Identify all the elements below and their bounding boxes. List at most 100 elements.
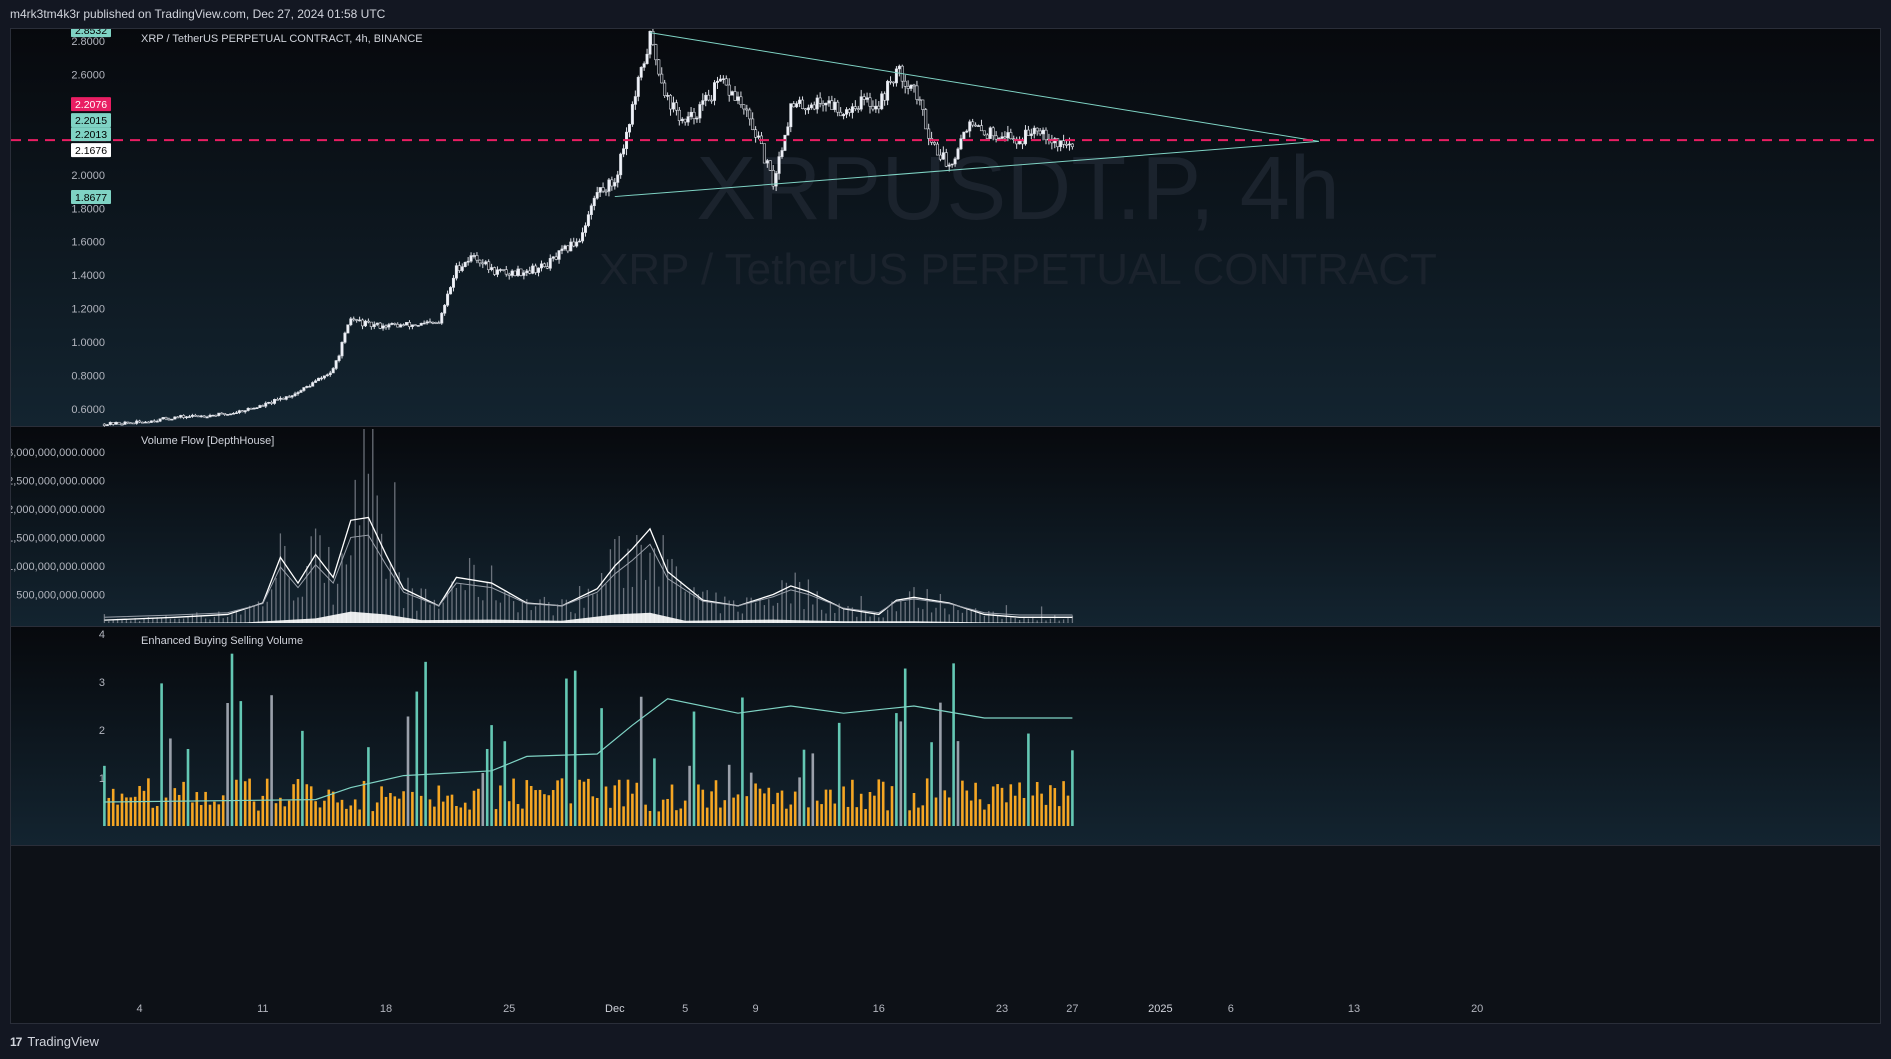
buy-sell-bar — [389, 792, 392, 826]
candle-body — [443, 304, 447, 314]
buy-sell-bar — [1018, 782, 1021, 826]
candle-body — [636, 77, 640, 97]
buy-sell-bar — [213, 801, 216, 826]
buy-sell-bar — [780, 790, 784, 826]
buy-sell-bar — [235, 779, 238, 826]
candle-body — [707, 94, 711, 101]
price-tick-label: 1.2000 — [71, 304, 105, 316]
buy-sell-bar — [732, 797, 735, 826]
candle-body — [586, 214, 590, 226]
candle-body — [871, 105, 875, 110]
candle-body — [548, 258, 552, 269]
candle-body — [924, 109, 928, 130]
candle-body — [698, 104, 702, 119]
candle-body — [1038, 130, 1042, 135]
candle-body — [387, 324, 391, 328]
buy-sell-bar — [499, 785, 502, 826]
candle-body — [226, 414, 230, 416]
buy-sell-bar — [424, 661, 427, 826]
buy-sell-bar — [679, 808, 683, 826]
candle-body — [974, 124, 978, 127]
candle-body — [780, 150, 784, 157]
chart-canvas[interactable]: XRPUSDT.P, 4h XRP / TetherUS PERPETUAL C… — [7, 23, 1880, 1023]
buy-sell-bar — [556, 780, 559, 826]
footer-brand[interactable]: 17 TradingView — [10, 1030, 99, 1054]
candle-body — [551, 256, 555, 259]
candle-body — [331, 368, 335, 374]
candle-body — [927, 128, 931, 139]
buy-sell-bar — [314, 801, 317, 826]
candle-body — [742, 104, 746, 110]
candle-body — [231, 412, 235, 415]
candle-body — [135, 420, 139, 424]
candle-body — [610, 179, 614, 187]
buy-sell-title[interactable]: Enhanced Buying Selling Volume — [141, 635, 303, 647]
buy-sell-bar — [890, 786, 894, 826]
candle-body — [950, 163, 954, 166]
candle-body — [821, 103, 825, 106]
buy-sell-bar — [147, 778, 150, 826]
candle-body — [777, 156, 781, 174]
candle-body — [507, 273, 511, 276]
buy-sell-bar — [305, 784, 309, 826]
candle-body — [102, 423, 106, 426]
buy-sell-bar — [771, 804, 775, 826]
candle-body — [786, 126, 790, 136]
buy-sell-bar — [485, 748, 489, 826]
buy-sell-bar — [631, 793, 634, 826]
buy-sell-bar — [441, 801, 445, 826]
candle-body — [396, 324, 400, 328]
buy-sell-bar — [613, 785, 617, 826]
buy-sell-bar — [173, 788, 177, 826]
candle-body — [487, 261, 491, 270]
buy-sell-bar — [837, 722, 841, 826]
candle-body — [830, 100, 834, 110]
buy-sell-bar — [714, 780, 718, 826]
candle-body — [275, 399, 279, 401]
candle-body — [563, 245, 567, 250]
candle-body — [372, 324, 376, 327]
buy-sell-bar — [591, 796, 595, 826]
chart-frame[interactable]: XRPUSDT.P, 4h XRP / TetherUS PERPETUAL C… — [7, 23, 1881, 1024]
buy-sell-bar — [516, 804, 520, 826]
price-tick-label: 1.6000 — [71, 237, 105, 249]
candle-body — [947, 164, 951, 167]
candle-body — [748, 109, 752, 120]
candle-body — [513, 270, 517, 276]
candle-body — [903, 80, 907, 87]
candle-body — [1032, 127, 1036, 135]
candle-body — [771, 170, 775, 187]
buy-sell-bar — [578, 779, 581, 826]
buy-sell-bar — [622, 806, 625, 826]
buy-sell-bar — [899, 721, 903, 826]
buy-sell-bar — [182, 781, 185, 826]
buy-sell-bar — [287, 800, 291, 826]
candle-body — [1006, 132, 1010, 139]
buy-sell-bar — [490, 725, 493, 826]
buy-sell-bar — [217, 804, 221, 826]
candle-body — [369, 321, 373, 327]
buy-sell-bar — [252, 801, 256, 826]
buy-sell-bar — [1031, 795, 1035, 826]
buy-sell-bar — [600, 708, 603, 826]
buy-sell-bar — [991, 786, 995, 826]
candle-body — [1065, 144, 1069, 146]
buy-sell-bar — [965, 790, 969, 826]
buy-sell-bar — [657, 811, 661, 826]
candle-body — [859, 96, 863, 110]
buy-sell-bar — [345, 808, 348, 826]
candle-body — [410, 324, 414, 327]
candle-body — [789, 103, 793, 128]
candle-body — [161, 417, 165, 420]
volume-flow-title[interactable]: Volume Flow [DepthHouse] — [141, 435, 274, 447]
candle-body — [422, 322, 426, 325]
candle-body — [988, 127, 992, 139]
main-chart-title[interactable]: XRP / TetherUS PERPETUAL CONTRACT, 4h, B… — [141, 33, 423, 45]
candle-body — [581, 232, 585, 242]
candle-body — [768, 160, 772, 171]
candle-body — [639, 67, 643, 78]
candle-body — [886, 80, 890, 101]
buy-sell-bar — [1057, 806, 1061, 826]
buy-sell-bar — [318, 807, 322, 826]
publisher-header: m4rk3tm4k3r published on TradingView.com… — [10, 0, 385, 28]
